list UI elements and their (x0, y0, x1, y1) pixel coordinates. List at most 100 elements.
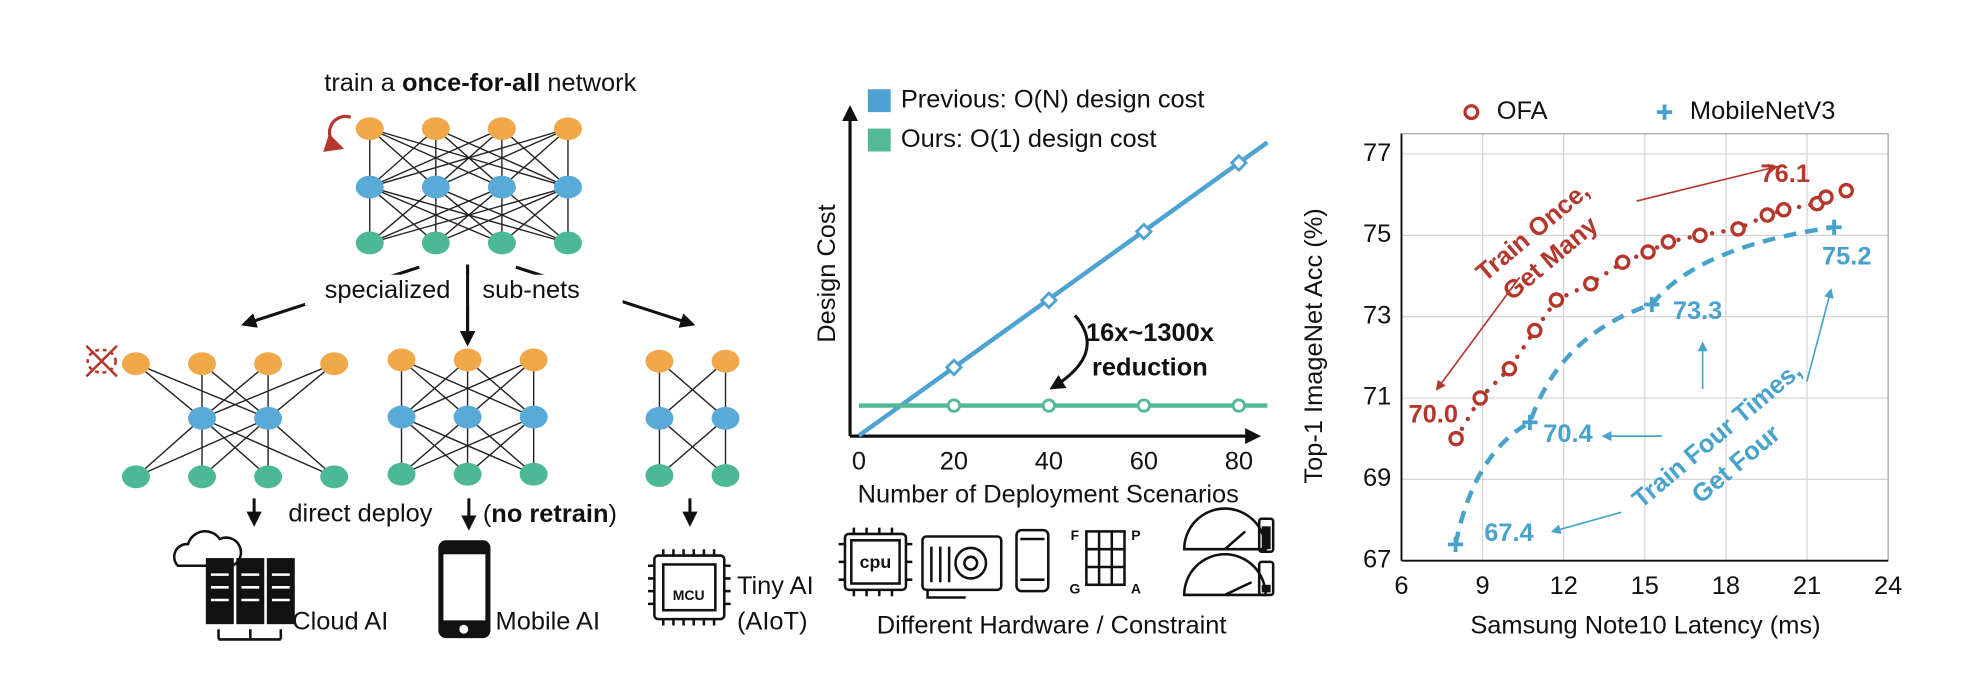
legend-label: Ours: O(1) design cost (901, 125, 1157, 153)
edge (401, 416, 534, 475)
device-label: Tiny AI (737, 572, 814, 600)
point (1039, 291, 1059, 310)
annotation-arrow (1636, 163, 1779, 202)
fpga-label: P (1131, 527, 1140, 543)
y-tick-label: 69 (1363, 464, 1391, 492)
x-tick-label: 20 (940, 448, 968, 476)
hardware-icons (838, 507, 1275, 599)
legend-swatch (867, 89, 891, 113)
device-label: (AIoT) (737, 608, 808, 636)
point (1501, 360, 1518, 377)
node (553, 175, 582, 199)
annotation-arrow (1049, 314, 1089, 390)
deploy-label: direct deploy (288, 500, 432, 528)
mcu-icon (648, 549, 731, 626)
split-label: specialized (325, 276, 451, 304)
node (355, 175, 384, 199)
node (121, 465, 150, 489)
hardware-caption: Different Hardware / Constraint (877, 611, 1227, 639)
y-tick-label: 67 (1363, 545, 1391, 573)
data-label: 70.0 (1409, 401, 1458, 429)
x-tick-label: 40 (1035, 448, 1063, 476)
point (1472, 390, 1488, 406)
point (1134, 222, 1154, 241)
point (1136, 398, 1151, 413)
networks (121, 117, 740, 489)
x-tick-label: 12 (1550, 572, 1578, 600)
node (355, 231, 384, 255)
edge (369, 186, 437, 244)
node (254, 465, 283, 489)
legend-label: MobileNetV3 (1690, 97, 1835, 125)
series-line (1453, 225, 1835, 545)
point (1041, 398, 1057, 413)
node (487, 231, 516, 255)
edge (401, 416, 469, 475)
point (1826, 219, 1842, 235)
fpga-label: F (1071, 527, 1080, 543)
annotation: reduction (1092, 353, 1208, 381)
x-axis-label: Number of Deployment Scenarios (858, 481, 1239, 509)
node (453, 462, 482, 486)
edge (369, 128, 437, 188)
node (254, 352, 283, 376)
node (519, 462, 548, 486)
point (1527, 322, 1543, 339)
edge (467, 416, 535, 475)
edge (401, 359, 469, 418)
x-tick-label: 0 (852, 448, 866, 476)
edge (658, 417, 726, 477)
node (453, 405, 482, 429)
node (645, 406, 674, 430)
cloud-icon (173, 530, 295, 641)
node (320, 465, 349, 489)
point (1660, 234, 1677, 250)
deploy-label: (no retrain) (483, 500, 617, 528)
node (519, 405, 548, 429)
data-label: 67.4 (1484, 519, 1533, 547)
node (387, 462, 416, 486)
edge (201, 363, 269, 419)
edge (267, 363, 335, 419)
x-tick-label: 24 (1874, 572, 1902, 600)
point (1759, 207, 1776, 223)
battery-fill (1261, 584, 1271, 593)
edge (501, 128, 569, 188)
point (1229, 153, 1249, 173)
chip-label: cpu (860, 552, 892, 572)
series-line (1453, 188, 1849, 441)
x-tick-label: 9 (1476, 572, 1490, 600)
point (1640, 244, 1656, 260)
edge (369, 186, 569, 244)
node (453, 348, 482, 372)
x-tick-label: 6 (1394, 572, 1408, 600)
annotation-arrow (1806, 288, 1834, 382)
trend-line (857, 140, 1269, 438)
battery-fill (1261, 526, 1271, 550)
x-tick-label: 18 (1712, 572, 1740, 600)
edge (369, 186, 503, 244)
annotation-arrow (1435, 276, 1521, 391)
point (1522, 414, 1538, 431)
annotation: 16x~1300x (1086, 319, 1214, 347)
edge (658, 360, 726, 419)
node (188, 465, 217, 489)
legend-label: Previous: O(N) design cost (901, 85, 1205, 113)
node (711, 464, 740, 487)
node (421, 231, 450, 255)
edge (201, 363, 335, 419)
legend-swatch (867, 128, 891, 152)
node (519, 348, 548, 372)
edge (369, 127, 503, 188)
device-label: Mobile AI (496, 608, 601, 636)
annotation-arrow (1550, 511, 1622, 535)
legend-marker (1463, 104, 1480, 121)
edge (435, 127, 569, 188)
server-lines (210, 573, 290, 602)
data-label: 76.1 (1761, 160, 1810, 188)
node (645, 464, 674, 487)
label-bg (304, 274, 623, 306)
x-axis-label: Samsung Note10 Latency (ms) (1470, 611, 1820, 639)
